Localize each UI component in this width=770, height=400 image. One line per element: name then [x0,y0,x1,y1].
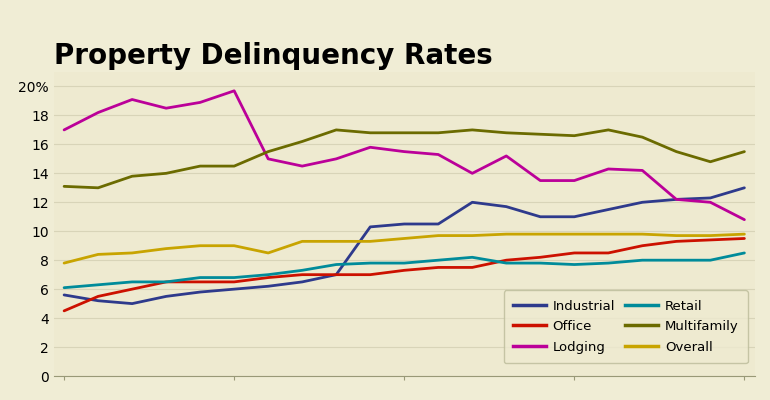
Text: Property Delinquency Rates: Property Delinquency Rates [54,42,493,70]
Legend: Industrial, Office, Lodging, Retail, Multifamily, Overall: Industrial, Office, Lodging, Retail, Mul… [504,290,748,363]
